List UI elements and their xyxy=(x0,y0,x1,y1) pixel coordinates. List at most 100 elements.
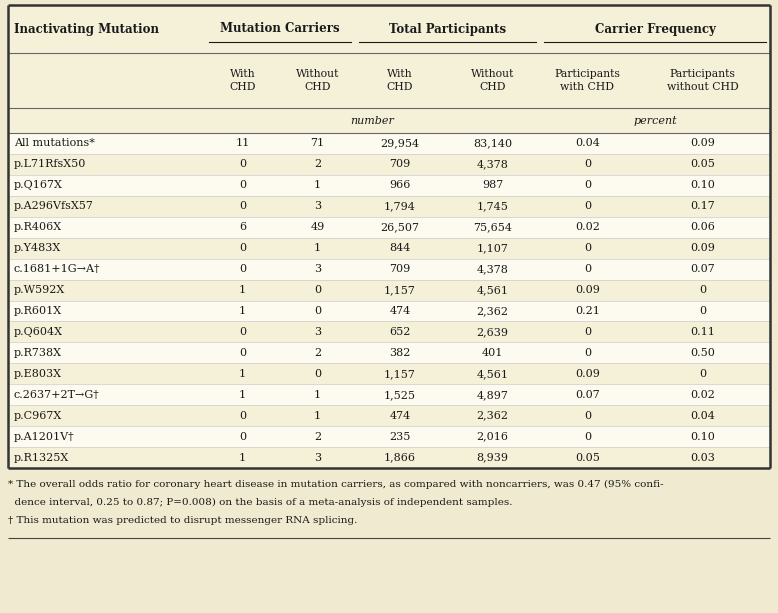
Bar xyxy=(8,300,770,321)
Text: 0: 0 xyxy=(584,264,591,274)
Bar xyxy=(8,384,770,405)
Text: 0.02: 0.02 xyxy=(575,223,600,232)
Text: 0: 0 xyxy=(584,159,591,169)
Text: 1: 1 xyxy=(239,306,246,316)
Bar xyxy=(8,196,770,217)
Text: Total Participants: Total Participants xyxy=(389,23,506,36)
Text: 1,745: 1,745 xyxy=(477,201,509,211)
Text: 2: 2 xyxy=(314,159,321,169)
Text: Participants
with CHD: Participants with CHD xyxy=(555,69,620,92)
Text: 4,561: 4,561 xyxy=(476,285,509,295)
Text: With
CHD: With CHD xyxy=(387,69,413,92)
Text: 0: 0 xyxy=(314,369,321,379)
Text: p.R406X: p.R406X xyxy=(14,223,62,232)
Bar xyxy=(8,238,770,259)
Text: 0: 0 xyxy=(239,180,246,191)
Bar xyxy=(8,405,770,426)
Text: p.Q604X: p.Q604X xyxy=(14,327,63,337)
Bar xyxy=(8,217,770,238)
Text: c.2637+2T→G†: c.2637+2T→G† xyxy=(14,390,100,400)
Text: 0.04: 0.04 xyxy=(575,139,600,148)
Text: 0.17: 0.17 xyxy=(690,201,715,211)
Text: 966: 966 xyxy=(389,180,411,191)
Text: 0: 0 xyxy=(584,327,591,337)
Text: 1: 1 xyxy=(314,411,321,421)
Bar xyxy=(8,426,770,447)
Text: Carrier Frequency: Carrier Frequency xyxy=(594,23,716,36)
Text: 83,140: 83,140 xyxy=(473,139,512,148)
Text: 0.07: 0.07 xyxy=(575,390,600,400)
Text: 652: 652 xyxy=(389,327,411,337)
Bar xyxy=(8,364,770,384)
Text: 1: 1 xyxy=(239,369,246,379)
Text: 0: 0 xyxy=(314,285,321,295)
Text: dence interval, 0.25 to 0.87; P=0.008) on the basis of a meta-analysis of indepe: dence interval, 0.25 to 0.87; P=0.008) o… xyxy=(8,498,513,507)
Text: 0.05: 0.05 xyxy=(690,159,715,169)
Text: 1: 1 xyxy=(239,390,246,400)
Text: 2,362: 2,362 xyxy=(476,306,509,316)
Text: 987: 987 xyxy=(482,180,503,191)
Text: 0.09: 0.09 xyxy=(575,369,600,379)
Text: 0.09: 0.09 xyxy=(575,285,600,295)
Text: 2,362: 2,362 xyxy=(476,411,509,421)
Bar xyxy=(8,154,770,175)
Text: 0.10: 0.10 xyxy=(690,432,715,441)
Text: 1,794: 1,794 xyxy=(384,201,416,211)
Text: 0.06: 0.06 xyxy=(690,223,715,232)
Text: p.Q167X: p.Q167X xyxy=(14,180,63,191)
Text: 3: 3 xyxy=(314,201,321,211)
Text: 0: 0 xyxy=(239,327,246,337)
Text: 1: 1 xyxy=(314,390,321,400)
Text: 3: 3 xyxy=(314,264,321,274)
Text: Mutation Carriers: Mutation Carriers xyxy=(220,23,340,36)
Bar xyxy=(8,259,770,280)
Text: 0: 0 xyxy=(239,243,246,253)
Text: p.W592X: p.W592X xyxy=(14,285,65,295)
Text: 0: 0 xyxy=(584,243,591,253)
Text: 0: 0 xyxy=(584,411,591,421)
Text: 3: 3 xyxy=(314,327,321,337)
Text: 709: 709 xyxy=(389,159,411,169)
Text: 0: 0 xyxy=(699,285,706,295)
Text: 4,378: 4,378 xyxy=(477,264,509,274)
Text: 0: 0 xyxy=(699,306,706,316)
Text: All mutations*: All mutations* xyxy=(14,139,95,148)
Text: p.C967X: p.C967X xyxy=(14,411,62,421)
Text: 0.05: 0.05 xyxy=(575,452,600,463)
Text: p.R601X: p.R601X xyxy=(14,306,62,316)
Text: number: number xyxy=(351,115,394,126)
Text: p.A296VfsX57: p.A296VfsX57 xyxy=(14,201,94,211)
Text: 0: 0 xyxy=(239,432,246,441)
Text: 3: 3 xyxy=(314,452,321,463)
Text: 0.09: 0.09 xyxy=(690,243,715,253)
Text: 0.11: 0.11 xyxy=(690,327,715,337)
Text: Participants
without CHD: Participants without CHD xyxy=(667,69,738,92)
Text: 4,897: 4,897 xyxy=(477,390,509,400)
Text: Without
CHD: Without CHD xyxy=(471,69,514,92)
Text: 382: 382 xyxy=(389,348,411,358)
Text: p.L71RfsX50: p.L71RfsX50 xyxy=(14,159,86,169)
Text: 401: 401 xyxy=(482,348,503,358)
Text: 0.50: 0.50 xyxy=(690,348,715,358)
Text: 2: 2 xyxy=(314,348,321,358)
Text: 49: 49 xyxy=(310,223,324,232)
Text: 0.02: 0.02 xyxy=(690,390,715,400)
Text: 0: 0 xyxy=(239,348,246,358)
Text: 2,016: 2,016 xyxy=(476,432,509,441)
Text: 0: 0 xyxy=(314,306,321,316)
Text: 0.09: 0.09 xyxy=(690,139,715,148)
Text: 1,866: 1,866 xyxy=(384,452,416,463)
Bar xyxy=(8,321,770,343)
Text: Inactivating Mutation: Inactivating Mutation xyxy=(14,23,159,36)
Text: c.1681+1G→A†: c.1681+1G→A† xyxy=(14,264,100,274)
Text: Without
CHD: Without CHD xyxy=(296,69,339,92)
Text: 844: 844 xyxy=(389,243,411,253)
Text: 1,525: 1,525 xyxy=(384,390,416,400)
Text: 0: 0 xyxy=(239,159,246,169)
Text: 1,107: 1,107 xyxy=(477,243,509,253)
Bar xyxy=(8,175,770,196)
Text: 2: 2 xyxy=(314,432,321,441)
Text: 29,954: 29,954 xyxy=(380,139,419,148)
Text: 0: 0 xyxy=(239,201,246,211)
Text: 474: 474 xyxy=(389,306,411,316)
